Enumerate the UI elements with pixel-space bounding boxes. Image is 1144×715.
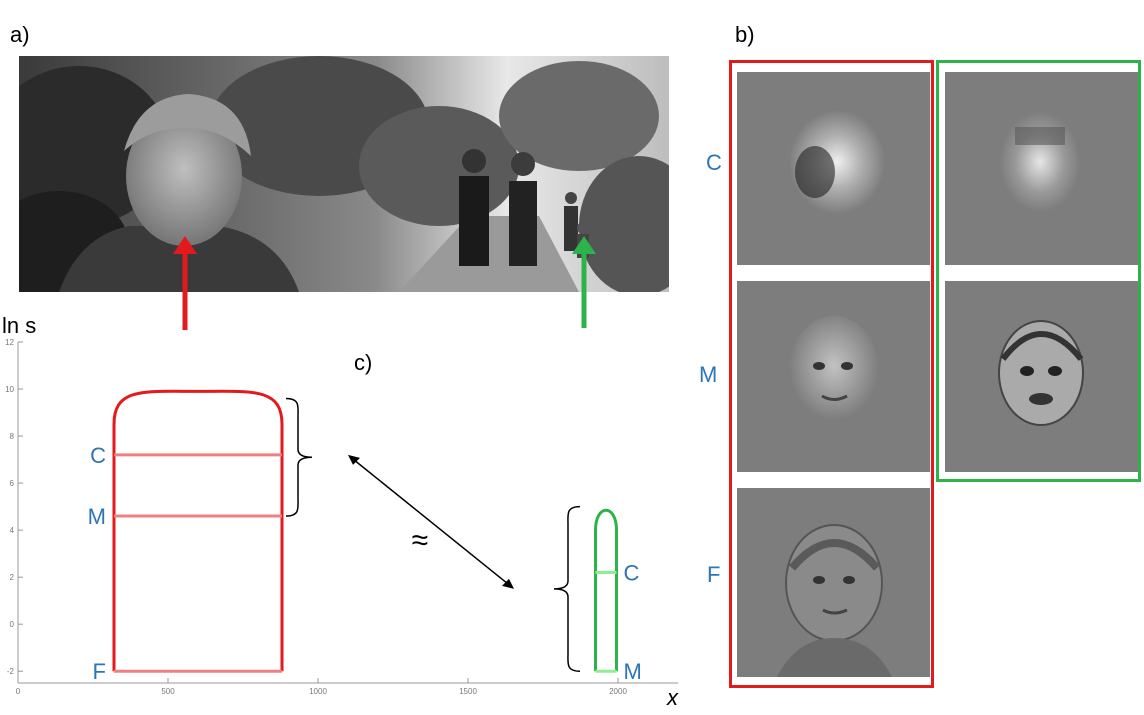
far-band-label-C: C — [624, 560, 640, 585]
y-tick-label: -2 — [7, 667, 15, 676]
scale-label-fine: F — [707, 562, 721, 587]
scale-label-medium: M — [699, 362, 718, 387]
far-subject-arrow — [572, 236, 596, 328]
near-subject-curve — [112, 389, 284, 672]
near-band-label-C: C — [90, 443, 106, 468]
far-band-label-M: M — [624, 659, 642, 684]
y-tick-label: 0 — [10, 620, 15, 629]
equivalence-arrow-head-left — [348, 454, 360, 465]
panel-a-label: a) — [10, 22, 30, 47]
y-tick-label: 8 — [10, 432, 15, 441]
far-coarse-tile — [945, 72, 1138, 265]
near-band-label-M: M — [88, 504, 106, 529]
scale-space-chart: -2 0 2 4 6 8 10 12 0 500 1000 1500 2000 C M F C M ≈ — [5, 338, 678, 696]
near-medium-tile — [737, 281, 930, 472]
near-coarse-tile — [737, 72, 930, 265]
x-tick-label: 1000 — [309, 687, 327, 696]
near-band-label-F: F — [93, 659, 106, 684]
x-axis-title: x — [667, 685, 678, 710]
near-subject-arrow — [173, 236, 197, 330]
street-photo — [19, 56, 669, 292]
far-subject-frame — [936, 60, 1141, 482]
equivalence-arrow-head-right — [502, 578, 514, 589]
equivalence-arrow — [353, 459, 509, 585]
far-subject-curve — [594, 508, 618, 672]
x-tick-label: 2000 — [609, 687, 627, 696]
y-tick-label: 12 — [5, 338, 14, 347]
y-tick-label: 10 — [5, 385, 14, 394]
panel-b-label: b) — [735, 22, 755, 47]
y-tick-label: 4 — [10, 526, 15, 535]
x-tick-label: 1500 — [459, 687, 477, 696]
near-scale-brace — [285, 397, 313, 517]
far-medium-tile — [945, 281, 1138, 472]
near-subject-frame — [729, 60, 934, 688]
y-tick-label: 6 — [10, 479, 15, 488]
scale-label-coarse: C — [706, 150, 722, 175]
x-tick-label: 500 — [161, 687, 175, 696]
y-axis-title: ln s — [2, 313, 37, 338]
y-tick-label: 2 — [10, 573, 15, 582]
panel-c-label: c) — [354, 350, 373, 375]
near-fine-tile — [737, 488, 930, 677]
x-tick-label: 0 — [16, 687, 21, 696]
far-scale-brace — [553, 505, 581, 672]
approx-symbol: ≈ — [412, 524, 428, 557]
